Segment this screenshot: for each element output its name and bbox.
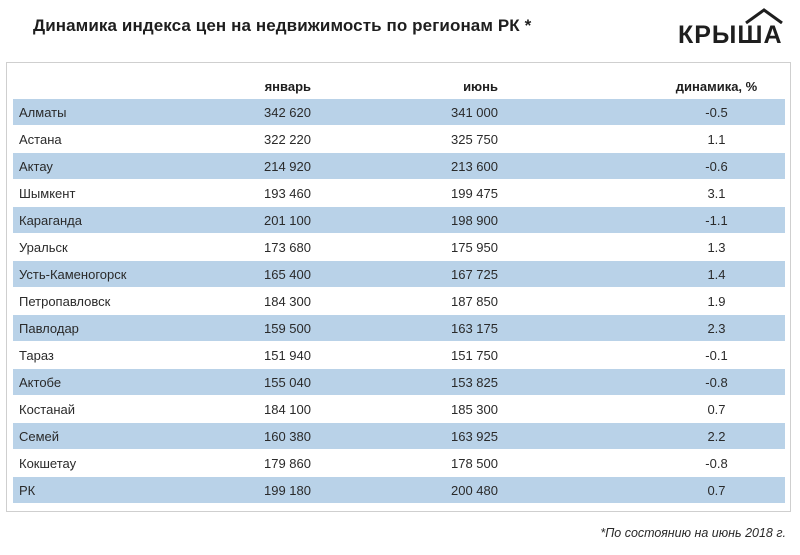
dynamics-cell: -0.6 (608, 152, 785, 180)
region-cell: Костанай (13, 395, 193, 423)
region-cell: Усть-Каменогорск (13, 260, 193, 288)
dynamics-cell: 0.7 (608, 395, 785, 423)
january-cell: 151 940 (193, 341, 343, 369)
january-cell: 199 180 (193, 476, 343, 504)
region-cell: Шымкент (13, 179, 193, 207)
price-table: январь июнь динамика, % Алматы 342 620 341… (13, 73, 785, 504)
dynamics-cell: 1.4 (608, 260, 785, 288)
table-row: Костанай 184 100 185 300 0.7 (13, 395, 785, 423)
region-cell: РК (13, 476, 193, 504)
table-row: Усть-Каменогорск 165 400 167 725 1.4 (13, 260, 785, 288)
region-cell: Уральск (13, 233, 193, 261)
january-cell: 322 220 (193, 125, 343, 153)
header-dynamics: динамика, % (675, 78, 758, 94)
region-cell: Кокшетау (13, 449, 193, 477)
region-cell: Актау (13, 152, 193, 180)
page-title: Динамика индекса цен на недвижимость по … (33, 16, 532, 35)
dynamics-cell: -0.8 (608, 449, 785, 477)
january-cell: 193 460 (193, 179, 343, 207)
june-cell: 199 475 (343, 179, 608, 207)
january-cell: 201 100 (193, 206, 343, 234)
region-cell: Петропавловск (13, 287, 193, 315)
footnote: *По состоянию на июнь 2018 г. (600, 526, 786, 540)
dynamics-cell: 1.1 (608, 125, 785, 153)
june-cell: 200 480 (343, 476, 608, 504)
region-cell: Тараз (13, 341, 193, 369)
region-cell: Семей (13, 422, 193, 450)
table-row: Тараз 151 940 151 750 -0.1 (13, 341, 785, 369)
table-row: Астана 322 220 325 750 1.1 (13, 125, 785, 153)
krysha-logo: КРЫША (678, 8, 790, 48)
dynamics-cell: -0.1 (608, 341, 785, 369)
january-cell: 342 620 (193, 99, 343, 126)
dynamics-cell: -0.8 (608, 368, 785, 396)
june-cell: 167 725 (343, 260, 608, 288)
june-cell: 185 300 (343, 395, 608, 423)
january-cell: 155 040 (193, 368, 343, 396)
region-cell: Караганда (13, 206, 193, 234)
january-cell: 173 680 (193, 233, 343, 261)
june-cell: 187 850 (343, 287, 608, 315)
table-body: Алматы 342 620 341 000 -0.5 Астана 322 220 325… (13, 99, 785, 504)
january-cell: 214 920 (193, 152, 343, 180)
dynamics-cell: 2.3 (608, 314, 785, 342)
january-cell: 160 380 (193, 422, 343, 450)
june-cell: 341 000 (343, 99, 608, 126)
dynamics-cell: 0.7 (608, 476, 785, 504)
table-row: Семей 160 380 163 925 2.2 (13, 422, 785, 450)
january-cell: 184 100 (193, 395, 343, 423)
june-cell: 325 750 (343, 125, 608, 153)
dynamics-cell: 3.1 (608, 179, 785, 207)
table-row: Актау 214 920 213 600 -0.6 (13, 152, 785, 180)
header-region (13, 73, 193, 99)
june-cell: 178 500 (343, 449, 608, 477)
roof-icon (745, 8, 783, 24)
region-cell: Актобе (13, 368, 193, 396)
price-table-container: январь июнь динамика, % Алматы 342 620 341… (6, 62, 791, 512)
june-cell: 213 600 (343, 152, 608, 180)
dynamics-cell: -1.1 (608, 206, 785, 234)
table-row: Уральск 173 680 175 950 1.3 (13, 233, 785, 261)
june-cell: 163 175 (343, 314, 608, 342)
january-cell: 184 300 (193, 287, 343, 315)
region-cell: Астана (13, 125, 193, 153)
table-header-row: январь июнь динамика, % (13, 73, 785, 99)
region-cell: Алматы (13, 99, 193, 126)
june-cell: 153 825 (343, 368, 608, 396)
dynamics-cell: -0.5 (608, 99, 785, 126)
january-cell: 179 860 (193, 449, 343, 477)
january-cell: 165 400 (193, 260, 343, 288)
june-cell: 163 925 (343, 422, 608, 450)
region-cell: Павлодар (13, 314, 193, 342)
table-row: Караганда 201 100 198 900 -1.1 (13, 206, 785, 234)
june-cell: 198 900 (343, 206, 608, 234)
table-row: Шымкент 193 460 199 475 3.1 (13, 179, 785, 207)
table-row: Павлодар 159 500 163 175 2.3 (13, 314, 785, 342)
logo-text: КРЫША (678, 21, 783, 49)
table-row: Алматы 342 620 341 000 -0.5 (13, 99, 785, 126)
table-row: Кокшетау 179 860 178 500 -0.8 (13, 449, 785, 477)
dynamics-cell: 1.9 (608, 287, 785, 315)
june-cell: 151 750 (343, 341, 608, 369)
dynamics-cell: 1.3 (608, 233, 785, 261)
january-cell: 159 500 (193, 314, 343, 342)
table-row: РК 199 180 200 480 0.7 (13, 476, 785, 504)
header-june: июнь (463, 78, 498, 94)
table-row: Актобе 155 040 153 825 -0.8 (13, 368, 785, 396)
dynamics-cell: 2.2 (608, 422, 785, 450)
june-cell: 175 950 (343, 233, 608, 261)
table-row: Петропавловск 184 300 187 850 1.9 (13, 287, 785, 315)
header-january: январь (264, 78, 311, 94)
